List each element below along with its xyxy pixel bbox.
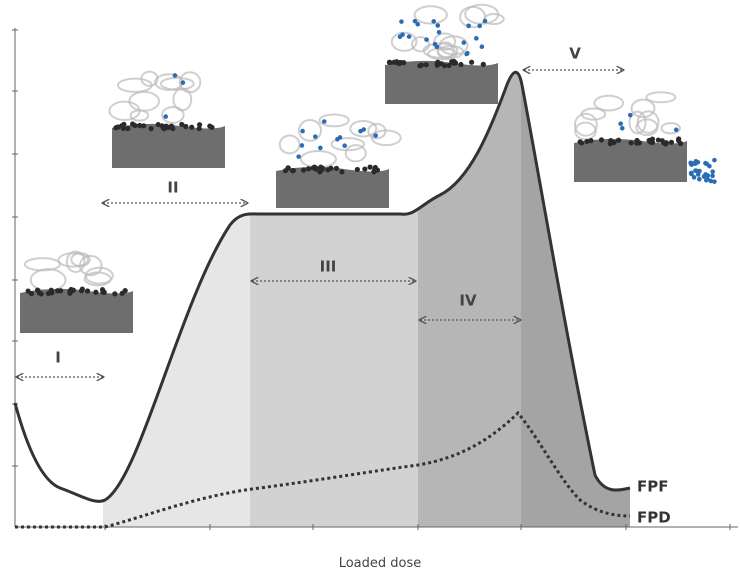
curve-label: FPD bbox=[637, 509, 671, 527]
powder-bed bbox=[276, 114, 401, 208]
x-axis-label: Loaded dose bbox=[339, 556, 422, 571]
phase-label: II bbox=[167, 179, 178, 197]
curve-label: FPF bbox=[637, 478, 669, 496]
phase-label: V bbox=[569, 45, 581, 63]
phase-label: IV bbox=[459, 292, 477, 310]
figure: I II III IV V FPF FPD Loaded dose bbox=[0, 0, 740, 571]
powder-bed bbox=[20, 251, 133, 333]
phase-label: III bbox=[320, 258, 337, 276]
powder-bed bbox=[574, 92, 717, 184]
powder-bed bbox=[109, 72, 225, 168]
phase-label: I bbox=[55, 349, 61, 367]
powder-bed bbox=[385, 5, 504, 104]
